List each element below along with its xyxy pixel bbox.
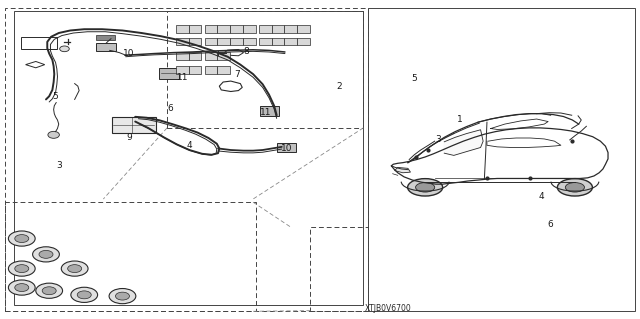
Text: 6: 6	[548, 220, 554, 229]
Ellipse shape	[8, 231, 35, 246]
Text: XTJB0V6700: XTJB0V6700	[365, 304, 412, 313]
FancyBboxPatch shape	[260, 106, 279, 116]
Ellipse shape	[60, 46, 69, 52]
Text: 7: 7	[234, 70, 240, 78]
FancyBboxPatch shape	[297, 25, 310, 33]
Text: 3: 3	[56, 161, 61, 170]
Ellipse shape	[39, 250, 53, 258]
FancyBboxPatch shape	[243, 38, 255, 45]
Ellipse shape	[115, 292, 129, 300]
Text: 4: 4	[539, 192, 545, 201]
Text: 11: 11	[260, 108, 271, 116]
Ellipse shape	[36, 283, 63, 298]
Text: 5: 5	[52, 92, 58, 101]
FancyBboxPatch shape	[97, 34, 115, 40]
Text: 5: 5	[412, 74, 417, 83]
Ellipse shape	[557, 179, 593, 196]
FancyBboxPatch shape	[284, 38, 297, 45]
FancyBboxPatch shape	[271, 25, 284, 33]
FancyBboxPatch shape	[218, 66, 230, 74]
Text: 9: 9	[126, 133, 132, 142]
FancyBboxPatch shape	[111, 117, 156, 133]
Ellipse shape	[8, 280, 35, 295]
FancyBboxPatch shape	[218, 38, 230, 45]
Ellipse shape	[61, 261, 88, 276]
Ellipse shape	[8, 261, 35, 276]
FancyBboxPatch shape	[230, 38, 243, 45]
FancyBboxPatch shape	[189, 66, 202, 74]
Text: 10: 10	[281, 144, 292, 153]
FancyBboxPatch shape	[189, 25, 202, 33]
Text: 2: 2	[336, 82, 342, 91]
FancyBboxPatch shape	[284, 25, 297, 33]
FancyBboxPatch shape	[297, 38, 310, 45]
FancyBboxPatch shape	[189, 38, 202, 45]
FancyBboxPatch shape	[259, 38, 271, 45]
Ellipse shape	[109, 288, 136, 304]
FancyBboxPatch shape	[176, 66, 189, 74]
FancyBboxPatch shape	[189, 52, 202, 60]
Ellipse shape	[15, 284, 29, 292]
Text: 8: 8	[244, 47, 250, 56]
Ellipse shape	[15, 234, 29, 242]
FancyBboxPatch shape	[230, 25, 243, 33]
Text: 11: 11	[177, 73, 189, 82]
FancyBboxPatch shape	[218, 25, 230, 33]
Ellipse shape	[71, 287, 98, 302]
FancyBboxPatch shape	[176, 52, 189, 60]
Ellipse shape	[415, 182, 435, 192]
FancyBboxPatch shape	[176, 25, 189, 33]
FancyBboxPatch shape	[159, 68, 179, 78]
FancyBboxPatch shape	[96, 43, 116, 51]
Ellipse shape	[77, 291, 92, 299]
FancyBboxPatch shape	[205, 25, 218, 33]
FancyBboxPatch shape	[243, 25, 255, 33]
FancyBboxPatch shape	[176, 38, 189, 45]
Polygon shape	[444, 130, 483, 155]
FancyBboxPatch shape	[205, 52, 218, 60]
Text: 10: 10	[123, 49, 134, 58]
Ellipse shape	[408, 179, 443, 196]
Text: 4: 4	[186, 141, 192, 150]
Text: 1: 1	[458, 115, 463, 124]
Text: 6: 6	[168, 104, 173, 113]
Ellipse shape	[33, 247, 60, 262]
Text: 3: 3	[435, 135, 441, 145]
Ellipse shape	[68, 265, 82, 272]
Ellipse shape	[15, 265, 29, 272]
FancyBboxPatch shape	[205, 38, 218, 45]
FancyBboxPatch shape	[218, 52, 230, 60]
FancyBboxPatch shape	[259, 25, 271, 33]
FancyBboxPatch shape	[277, 143, 296, 152]
FancyBboxPatch shape	[271, 38, 284, 45]
Ellipse shape	[42, 287, 56, 295]
FancyBboxPatch shape	[205, 66, 218, 74]
Ellipse shape	[48, 131, 60, 138]
Polygon shape	[394, 167, 410, 173]
Ellipse shape	[565, 182, 584, 192]
